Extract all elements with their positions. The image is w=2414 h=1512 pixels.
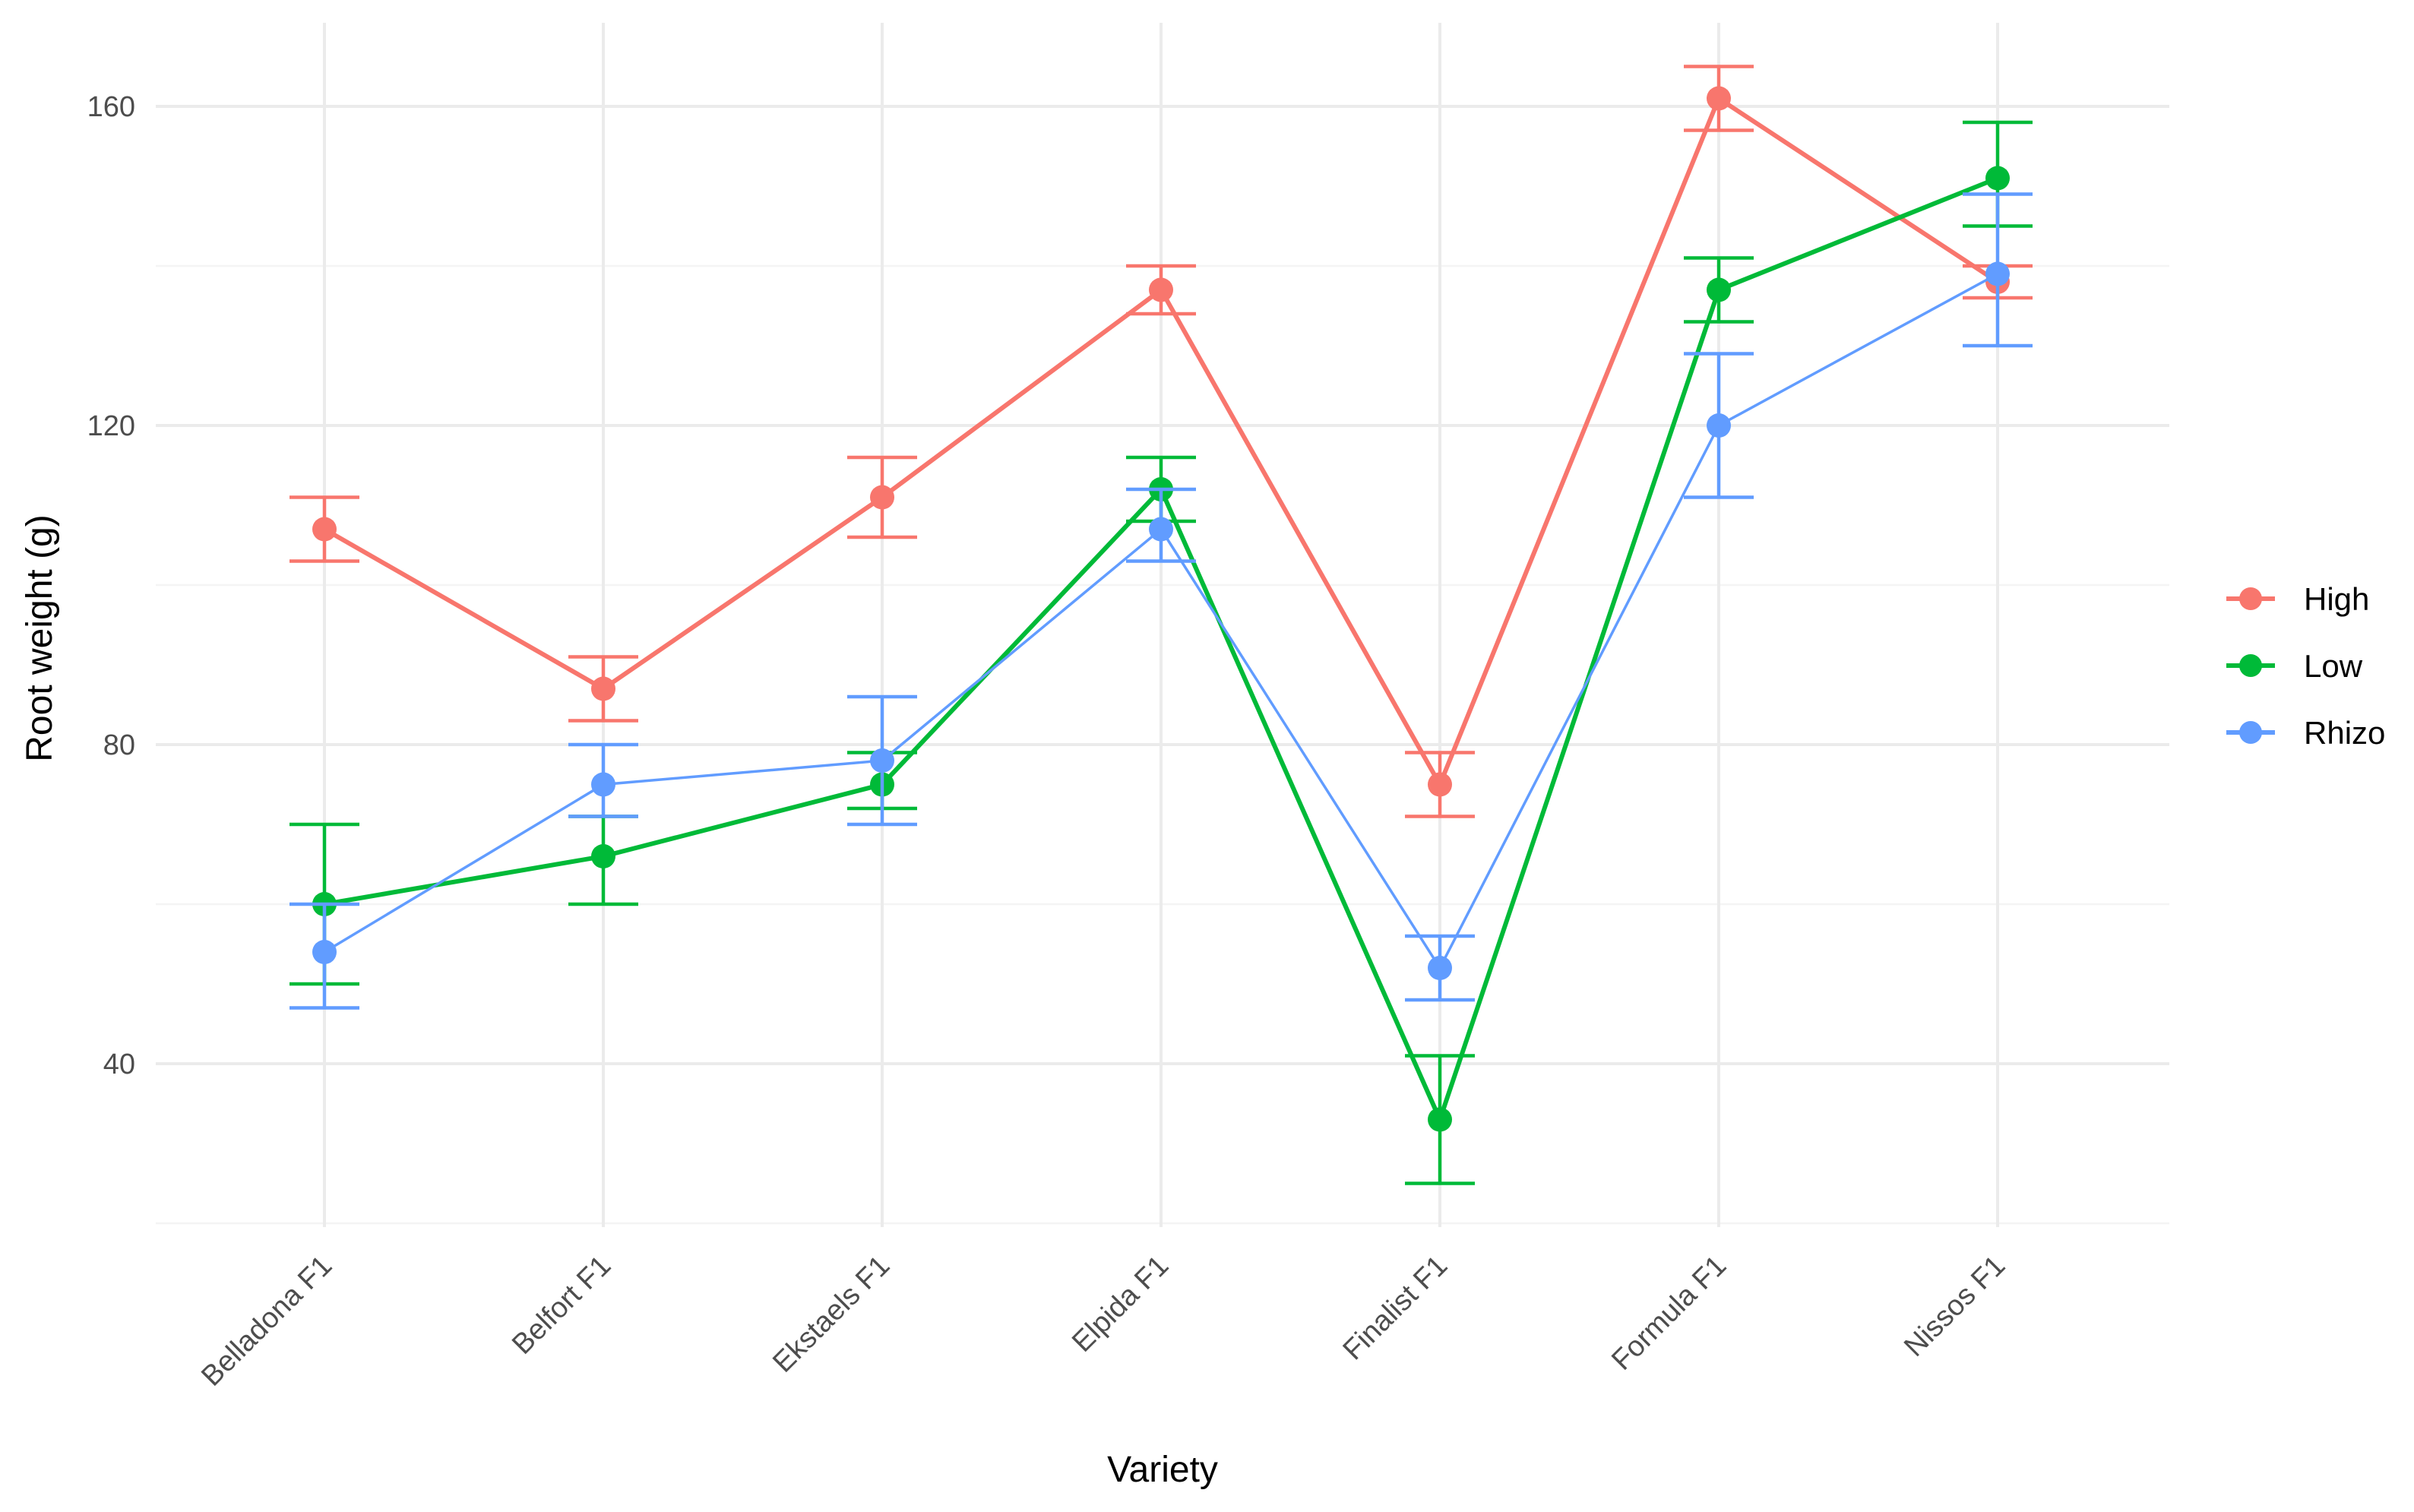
data-point: [591, 772, 615, 797]
legend-key-point: [2239, 654, 2262, 677]
data-point: [312, 517, 337, 542]
data-point: [1149, 277, 1173, 302]
x-axis-title: Variety: [1107, 1450, 1218, 1490]
x-tick-label: Belladona F1: [195, 1250, 338, 1393]
y-axis-ticks: 40 80 120 160: [87, 91, 135, 1080]
series-layer: [289, 65, 2033, 1185]
y-tick-label: 160: [87, 91, 135, 123]
data-point: [870, 485, 894, 510]
data-point: [1428, 956, 1452, 980]
data-point: [591, 844, 615, 868]
legend-item-low: Low: [2226, 648, 2363, 684]
legend-label: Low: [2304, 648, 2363, 684]
y-tick-label: 40: [103, 1049, 135, 1080]
data-point: [1985, 166, 2010, 191]
data-point: [1707, 277, 1731, 302]
x-tick-label: Elpida F1: [1066, 1250, 1175, 1359]
x-tick-label: Formula F1: [1606, 1250, 1732, 1377]
data-point: [1707, 413, 1731, 438]
x-tick-label: Belfort F1: [506, 1250, 617, 1361]
data-point: [312, 940, 337, 964]
x-tick-label: Finalist F1: [1337, 1250, 1454, 1367]
series-rhizo: [289, 192, 2033, 1010]
data-point: [1428, 1107, 1452, 1132]
data-point: [870, 748, 894, 773]
legend-item-high: High: [2226, 581, 2369, 617]
y-tick-label: 120: [87, 410, 135, 442]
y-axis-title: Root weight (g): [20, 514, 60, 761]
legend-label: High: [2304, 581, 2369, 617]
data-point: [1149, 517, 1173, 542]
legend: High Low Rhizo: [2226, 581, 2385, 751]
x-axis-ticks: Belladona F1 Belfort F1 Ekstaels F1 Elpida …: [195, 1250, 2011, 1393]
data-point: [1707, 86, 1731, 111]
legend-item-rhizo: Rhizo: [2226, 715, 2385, 751]
data-point: [1985, 261, 2010, 286]
legend-key-point: [2239, 721, 2262, 744]
legend-key-point: [2239, 587, 2262, 610]
grid-lines: [156, 23, 2169, 1227]
data-point: [1428, 772, 1452, 797]
x-tick-label: Nissos F1: [1898, 1250, 2011, 1363]
data-point: [591, 676, 615, 701]
y-tick-label: 80: [103, 729, 135, 761]
legend-label: Rhizo: [2304, 715, 2385, 751]
x-tick-label: Ekstaels F1: [767, 1250, 896, 1379]
series-high: [289, 65, 2033, 818]
